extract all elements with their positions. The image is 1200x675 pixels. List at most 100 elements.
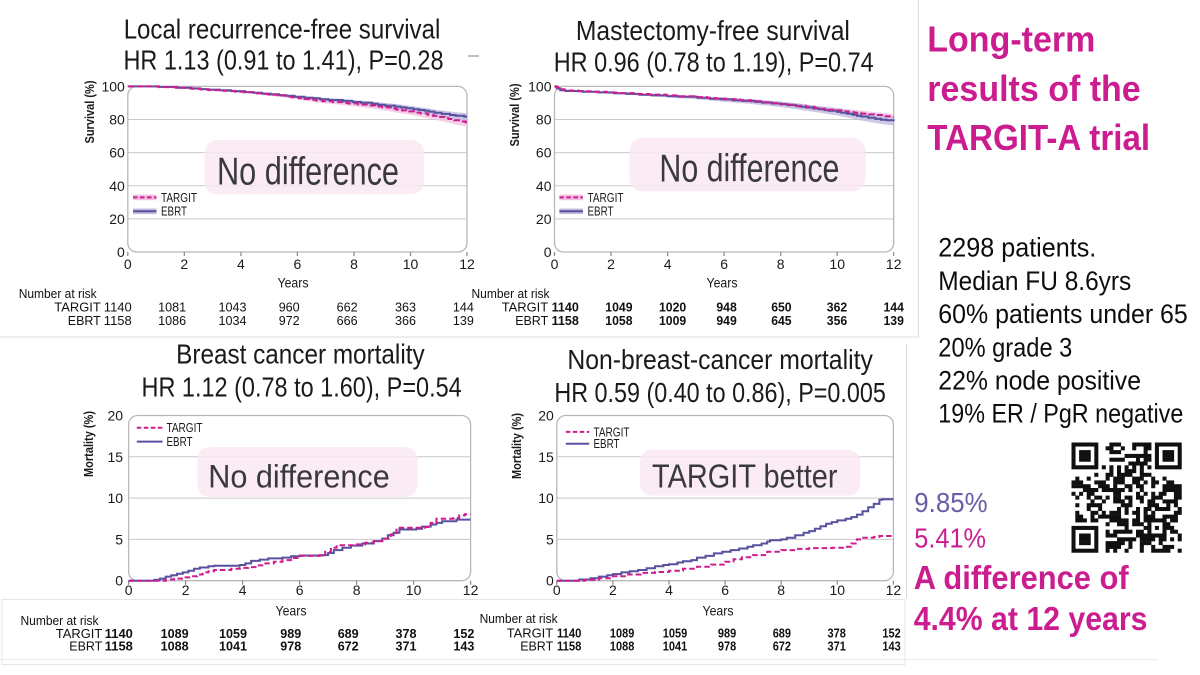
- svg-text:1088: 1088: [610, 638, 634, 653]
- svg-text:Mastectomy-free survival: Mastectomy-free survival: [576, 15, 850, 46]
- svg-text:TARGIT: TARGIT: [54, 300, 101, 315]
- svg-text:Median FU 8.6yrs: Median FU 8.6yrs: [938, 266, 1131, 296]
- svg-text:4: 4: [237, 256, 245, 272]
- svg-text:1158: 1158: [557, 638, 581, 653]
- svg-text:1009: 1009: [659, 313, 686, 328]
- svg-text:80: 80: [536, 112, 552, 128]
- svg-text:10: 10: [108, 490, 124, 506]
- svg-text:100: 100: [101, 78, 125, 94]
- svg-text:1049: 1049: [605, 300, 632, 315]
- svg-text:1158: 1158: [104, 313, 132, 328]
- svg-text:662: 662: [337, 300, 358, 315]
- svg-text:5: 5: [115, 531, 123, 547]
- svg-text:20: 20: [109, 211, 125, 227]
- svg-text:A difference of: A difference of: [914, 559, 1130, 596]
- svg-text:No difference: No difference: [208, 459, 390, 495]
- svg-text:1020: 1020: [659, 300, 686, 315]
- svg-text:143: 143: [882, 638, 900, 653]
- svg-text:960: 960: [279, 300, 300, 315]
- svg-text:672: 672: [338, 639, 359, 654]
- svg-text:1088: 1088: [161, 639, 189, 654]
- svg-text:Number at risk: Number at risk: [21, 613, 99, 628]
- svg-text:12: 12: [886, 256, 902, 272]
- svg-text:HR 0.96 (0.78 to 1.19), P=0.74: HR 0.96 (0.78 to 1.19), P=0.74: [554, 47, 874, 78]
- svg-text:EBRT: EBRT: [68, 313, 101, 328]
- svg-text:Number at risk: Number at risk: [472, 286, 550, 301]
- svg-text:HR 1.13 (0.91 to 1.41), P=0.28: HR 1.13 (0.91 to 1.41), P=0.28: [124, 45, 444, 76]
- svg-text:12: 12: [886, 582, 902, 598]
- svg-text:0: 0: [551, 256, 559, 272]
- svg-text:1059: 1059: [219, 626, 247, 641]
- svg-text:366: 366: [395, 313, 416, 328]
- svg-text:Long-term: Long-term: [927, 19, 1095, 60]
- svg-text:2: 2: [180, 256, 188, 272]
- svg-text:19% ER / PgR negative: 19% ER / PgR negative: [938, 399, 1183, 429]
- svg-text:TARGIT: TARGIT: [588, 191, 624, 205]
- svg-text:1081: 1081: [158, 300, 186, 315]
- svg-text:948: 948: [716, 300, 736, 315]
- svg-text:378: 378: [828, 625, 846, 640]
- svg-text:10: 10: [829, 256, 845, 272]
- svg-text:1089: 1089: [610, 625, 634, 640]
- svg-text:1158: 1158: [552, 313, 579, 328]
- svg-text:TARGIT: TARGIT: [594, 425, 630, 439]
- svg-text:Mortality (%): Mortality (%): [81, 411, 96, 477]
- svg-text:645: 645: [771, 313, 791, 328]
- svg-text:1034: 1034: [219, 313, 247, 328]
- svg-text:EBRT: EBRT: [594, 437, 620, 451]
- svg-text:6: 6: [720, 256, 728, 272]
- svg-text:12: 12: [463, 582, 479, 598]
- svg-text:8: 8: [350, 256, 358, 272]
- svg-text:152: 152: [882, 625, 900, 640]
- svg-text:0: 0: [115, 573, 123, 589]
- svg-text:1041: 1041: [219, 639, 247, 654]
- svg-text:TARGIT better: TARGIT better: [652, 459, 838, 496]
- svg-text:TARGIT-A trial: TARGIT-A trial: [927, 117, 1150, 158]
- svg-text:Years: Years: [276, 603, 307, 619]
- svg-text:60% patients under 65: 60% patients under 65: [938, 299, 1188, 329]
- svg-text:2298 patients.: 2298 patients.: [938, 233, 1096, 263]
- svg-text:1158: 1158: [105, 639, 133, 654]
- svg-text:60: 60: [536, 145, 552, 161]
- svg-text:1089: 1089: [161, 626, 189, 641]
- svg-text:TARGIT: TARGIT: [507, 625, 554, 640]
- svg-text:Survival (%): Survival (%): [82, 81, 97, 144]
- svg-text:12: 12: [459, 256, 475, 272]
- svg-text:689: 689: [338, 626, 359, 641]
- svg-text:139: 139: [453, 313, 474, 328]
- svg-text:1086: 1086: [158, 313, 186, 328]
- svg-text:362: 362: [827, 300, 847, 315]
- svg-text:EBRT: EBRT: [515, 313, 548, 328]
- svg-text:4: 4: [665, 582, 673, 598]
- svg-text:8: 8: [777, 582, 785, 598]
- svg-text:No difference: No difference: [659, 148, 839, 191]
- svg-text:10: 10: [538, 490, 554, 506]
- svg-text:TARGIT: TARGIT: [56, 626, 103, 641]
- svg-text:1059: 1059: [663, 625, 687, 640]
- svg-text:60: 60: [109, 145, 125, 161]
- svg-text:989: 989: [280, 626, 301, 641]
- svg-text:TARGIT: TARGIT: [161, 191, 197, 205]
- svg-text:1058: 1058: [605, 313, 632, 328]
- svg-text:10: 10: [403, 256, 419, 272]
- svg-text:6: 6: [296, 582, 304, 598]
- svg-text:152: 152: [453, 626, 474, 641]
- svg-text:100: 100: [528, 78, 552, 94]
- svg-text:6: 6: [721, 582, 729, 598]
- svg-text:Non-breast-cancer mortality: Non-breast-cancer mortality: [567, 344, 873, 375]
- svg-text:5: 5: [546, 531, 554, 547]
- svg-text:356: 356: [827, 313, 847, 328]
- svg-text:8: 8: [353, 582, 361, 598]
- svg-text:10: 10: [406, 582, 422, 598]
- svg-text:378: 378: [396, 626, 417, 641]
- svg-text:143: 143: [453, 639, 474, 654]
- svg-text:No difference: No difference: [217, 151, 399, 194]
- svg-text:4: 4: [239, 582, 247, 598]
- svg-text:144: 144: [453, 300, 474, 315]
- svg-text:Years: Years: [703, 603, 734, 619]
- svg-text:0: 0: [546, 573, 554, 589]
- svg-text:Local recurrence-free survival: Local recurrence-free survival: [124, 14, 441, 45]
- svg-text:Number at risk: Number at risk: [19, 286, 97, 301]
- svg-text:1140: 1140: [104, 300, 132, 315]
- svg-text:0: 0: [544, 244, 552, 260]
